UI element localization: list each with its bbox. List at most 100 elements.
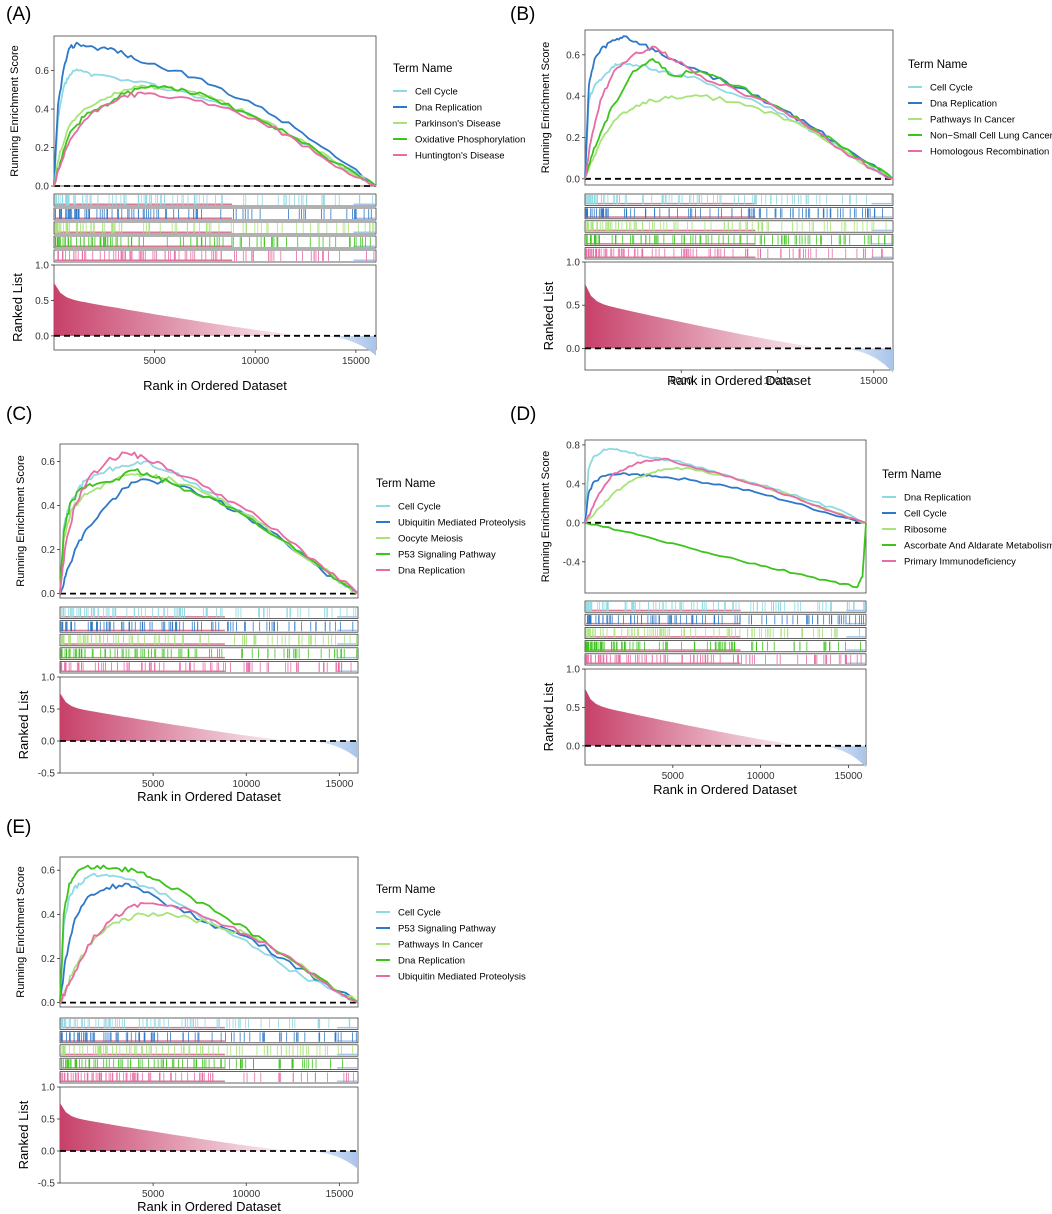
es-y-axis-label: Running Enrichment Score (540, 42, 552, 173)
es-series-line (584, 58, 894, 180)
x-tick-label: 15000 (325, 1189, 353, 1200)
legend-label: Oxidative Phosphorylation (415, 135, 525, 146)
legend-label: Cell Cycle (904, 509, 947, 520)
es-y-axis-label: Running Enrichment Score (15, 455, 27, 586)
x-axis-label: Rank in Ordered Dataset (653, 782, 797, 797)
rank-area-negative (804, 745, 866, 768)
es-y-tick-label: 0.4 (35, 105, 49, 116)
legend-label: Dna Replication (930, 99, 997, 110)
rank-y-tick-label: 0.0 (566, 344, 580, 355)
gsea-panel-c: (C) 0.0 0.2 0.4 0.6 Running Enrichment Score -… (6, 404, 526, 804)
legend-label: Ubiquitin Mediated Proteolysis (398, 518, 526, 529)
es-y-tick-label: 0.2 (41, 545, 55, 556)
es-series-line (584, 521, 867, 589)
x-tick-label: 10000 (747, 771, 775, 782)
legend-title: Term Name (882, 469, 941, 481)
legend-label: Cell Cycle (398, 908, 441, 919)
es-plot-frame (584, 439, 867, 594)
es-plot-frame (584, 29, 894, 186)
hit-strip-frame (59, 1031, 359, 1044)
hit-strip-band (337, 656, 357, 659)
hit-strip-band (846, 662, 865, 664)
hit-strip-band (61, 643, 225, 645)
rank-y-axis-label: Ranked List (16, 690, 31, 759)
hit-strip-band (337, 1040, 357, 1042)
legend-label: Cell Cycle (415, 87, 458, 98)
x-tick-label: 5000 (662, 771, 685, 782)
hit-strip-band (353, 231, 375, 233)
x-tick-label: 5000 (670, 376, 693, 387)
legend-label: Dna Replication (415, 103, 482, 114)
legend-label: Huntington's Disease (415, 151, 504, 162)
legend-label: Dna Replication (398, 956, 465, 967)
rank-y-tick-label: 1.0 (566, 665, 580, 676)
hit-strip-band (61, 1053, 225, 1056)
rank-y-tick-label: 0.5 (41, 705, 55, 716)
legend-label: Pathways In Cancer (930, 115, 1015, 126)
rank-y-axis-label: Ranked List (10, 273, 25, 342)
es-series-line (59, 902, 359, 1004)
rank-area-negative (825, 348, 893, 373)
rank-area-negative (305, 335, 376, 356)
es-series-line (59, 451, 359, 595)
es-series-line (584, 472, 867, 524)
hit-strip-band (586, 243, 756, 245)
legend-title: Term Name (376, 478, 435, 490)
hit-strip-frame (53, 207, 377, 221)
hit-strip-band (353, 245, 375, 247)
hit-strip-frame (584, 247, 894, 260)
legend-label: Ribosome (904, 525, 947, 536)
legend-title: Term Name (908, 59, 967, 71)
hit-strip-band (337, 1080, 357, 1082)
hit-strip-frame (59, 620, 359, 633)
legend-label: Ubiquitin Mediated Proteolysis (398, 972, 526, 983)
x-axis-label: Rank in Ordered Dataset (137, 789, 281, 804)
legend-label: Cell Cycle (930, 83, 973, 94)
legend-label: Primary Immunodeficiency (904, 557, 1016, 568)
es-series-line (53, 91, 377, 187)
hit-strip-band (586, 202, 756, 205)
hit-strip-band (353, 203, 375, 205)
hit-strip-band (337, 1026, 357, 1029)
rank-area-negative (292, 1151, 358, 1169)
hit-strip-frame (584, 653, 867, 666)
legend-label: Dna Replication (904, 493, 971, 504)
rank-area-positive (60, 693, 293, 741)
rank-y-tick-label: 0.0 (35, 331, 49, 342)
hit-strip-frame (584, 627, 867, 639)
x-axis-label: Rank in Ordered Dataset (667, 373, 811, 388)
panel-label: (A) (6, 4, 31, 25)
hit-strip-band (337, 1053, 357, 1056)
gsea-panel-e: (E) 0.0 0.2 0.4 0.6 Running Enrichment Score -… (6, 817, 526, 1214)
es-plot-frame (53, 35, 377, 187)
rank-y-tick-label: 0.0 (41, 737, 55, 748)
rank-y-tick-label: 1.0 (566, 258, 580, 269)
es-y-tick-label: 0.4 (566, 479, 580, 490)
es-plot-frame (59, 443, 359, 599)
hit-strip-frame (53, 235, 377, 249)
rank-y-tick-label: 0.5 (566, 301, 580, 312)
x-axis-label: Rank in Ordered Dataset (137, 1199, 281, 1214)
es-y-tick-label: 0.4 (41, 501, 55, 512)
hit-strip-band (61, 670, 225, 672)
es-series-line (584, 94, 894, 180)
rank-y-axis-label: Ranked List (541, 281, 556, 350)
legend-title: Term Name (376, 884, 435, 896)
legend-label: Oocyte Meiosis (398, 534, 463, 545)
rank-area-positive (585, 688, 805, 746)
rank-y-tick-label: -0.5 (38, 769, 56, 780)
rank-area-positive (54, 282, 306, 336)
rank-y-tick-label: 0.5 (35, 296, 49, 307)
es-y-tick-label: 0.0 (41, 589, 55, 600)
hit-strip-band (586, 229, 756, 232)
gsea-panel-b: (B) 0.0 0.2 0.4 0.6 Running Enrichment Score 0… (510, 4, 1052, 388)
hit-strip-frame (59, 1017, 359, 1030)
hit-strip-frame (584, 613, 867, 626)
es-y-tick-label: 0.6 (41, 457, 55, 468)
hit-strip-band (871, 216, 892, 218)
hit-strip-band (586, 256, 756, 258)
es-y-tick-label: 0.0 (566, 518, 580, 529)
hit-strip-frame (59, 647, 359, 660)
x-axis-label: Rank in Ordered Dataset (143, 378, 287, 393)
